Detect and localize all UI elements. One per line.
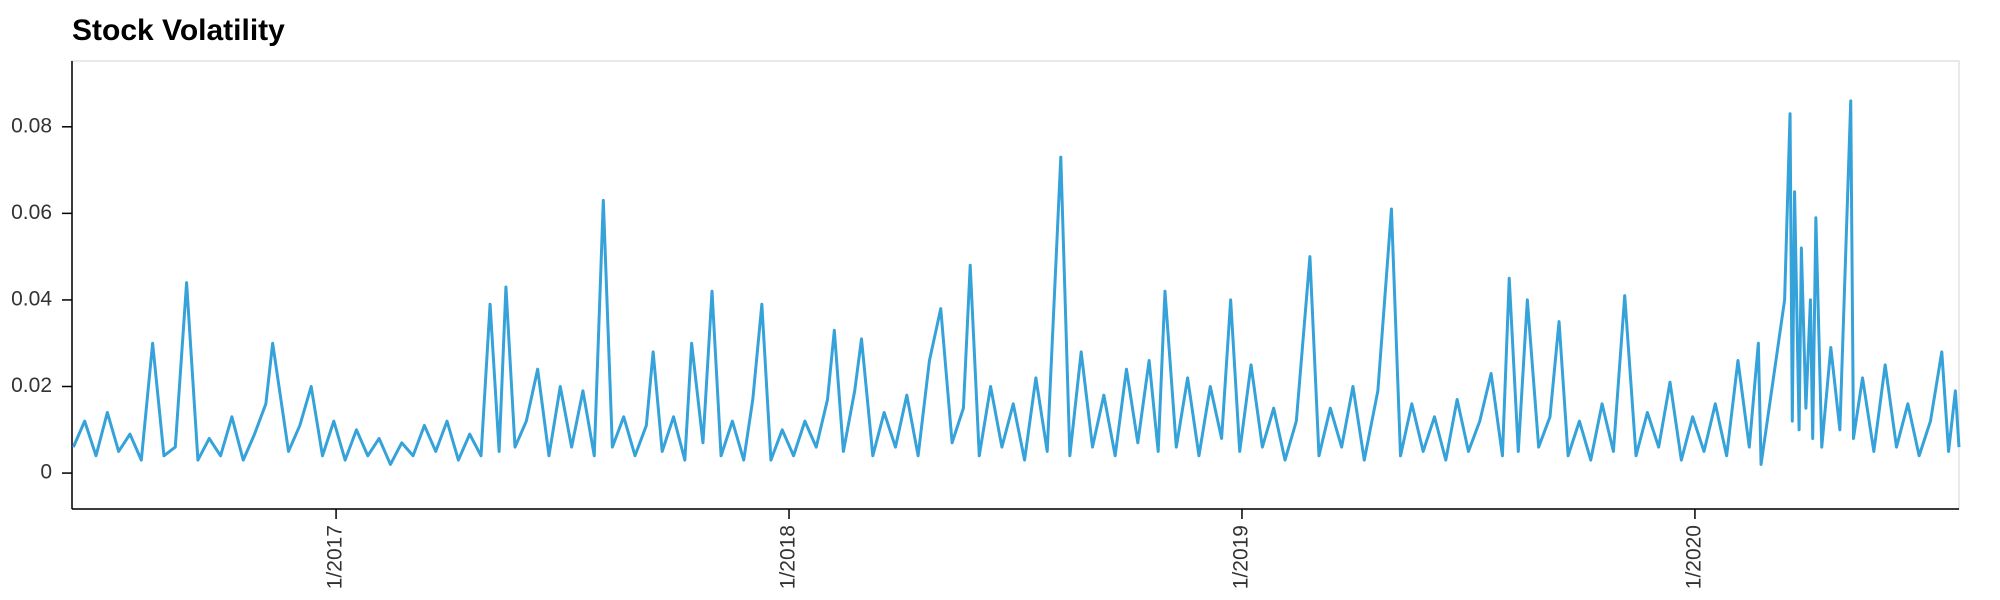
- y-tick-label: 0.02: [11, 374, 52, 397]
- plot-frame: [71, 60, 1960, 510]
- x-tick-label: 1/2017: [324, 525, 347, 589]
- line-series: [71, 99, 1961, 466]
- x-tick-label: 1/2020: [1682, 525, 1705, 589]
- x-tick-label: 1/2019: [1230, 525, 1253, 589]
- x-tick-label: 1/2018: [777, 525, 800, 589]
- y-tick-label: 0: [40, 461, 52, 484]
- chart-title: Stock Volatility: [72, 14, 285, 47]
- y-tick-label: 0.04: [11, 287, 52, 310]
- y-tick-label: 0.06: [11, 201, 52, 224]
- y-tick-label: 0.08: [11, 114, 52, 137]
